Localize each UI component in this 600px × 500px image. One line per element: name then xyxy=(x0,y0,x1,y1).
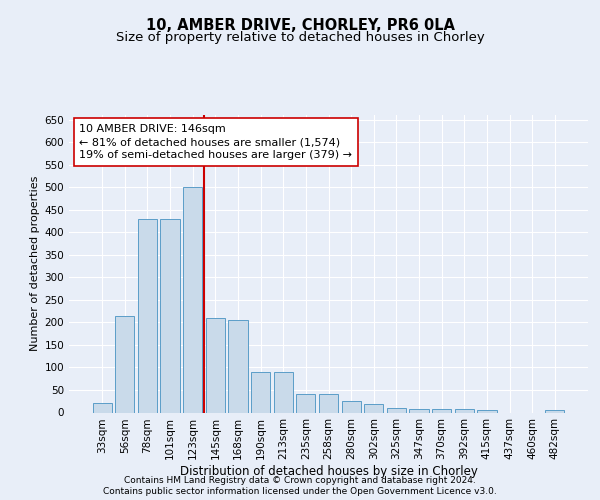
Text: Size of property relative to detached houses in Chorley: Size of property relative to detached ho… xyxy=(116,31,484,44)
Bar xyxy=(206,318,225,412)
Bar xyxy=(432,410,451,412)
Y-axis label: Number of detached properties: Number of detached properties xyxy=(30,176,40,352)
Bar xyxy=(319,394,338,412)
X-axis label: Distribution of detached houses by size in Chorley: Distribution of detached houses by size … xyxy=(179,465,478,478)
Text: 10, AMBER DRIVE, CHORLEY, PR6 0LA: 10, AMBER DRIVE, CHORLEY, PR6 0LA xyxy=(146,18,455,32)
Bar xyxy=(138,218,157,412)
Bar xyxy=(341,401,361,412)
Text: Contains HM Land Registry data © Crown copyright and database right 2024.: Contains HM Land Registry data © Crown c… xyxy=(124,476,476,485)
Text: Contains public sector information licensed under the Open Government Licence v3: Contains public sector information licen… xyxy=(103,488,497,496)
Bar xyxy=(183,187,202,412)
Bar xyxy=(477,410,497,412)
Bar xyxy=(274,372,293,412)
Bar xyxy=(160,218,180,412)
Bar xyxy=(545,410,565,412)
Bar xyxy=(92,404,112,412)
Bar xyxy=(251,372,270,412)
Bar xyxy=(387,408,406,412)
Bar xyxy=(296,394,316,412)
Bar xyxy=(409,410,428,412)
Text: 10 AMBER DRIVE: 146sqm
← 81% of detached houses are smaller (1,574)
19% of semi-: 10 AMBER DRIVE: 146sqm ← 81% of detached… xyxy=(79,124,352,160)
Bar xyxy=(115,316,134,412)
Bar xyxy=(455,410,474,412)
Bar xyxy=(229,320,248,412)
Bar xyxy=(364,404,383,412)
